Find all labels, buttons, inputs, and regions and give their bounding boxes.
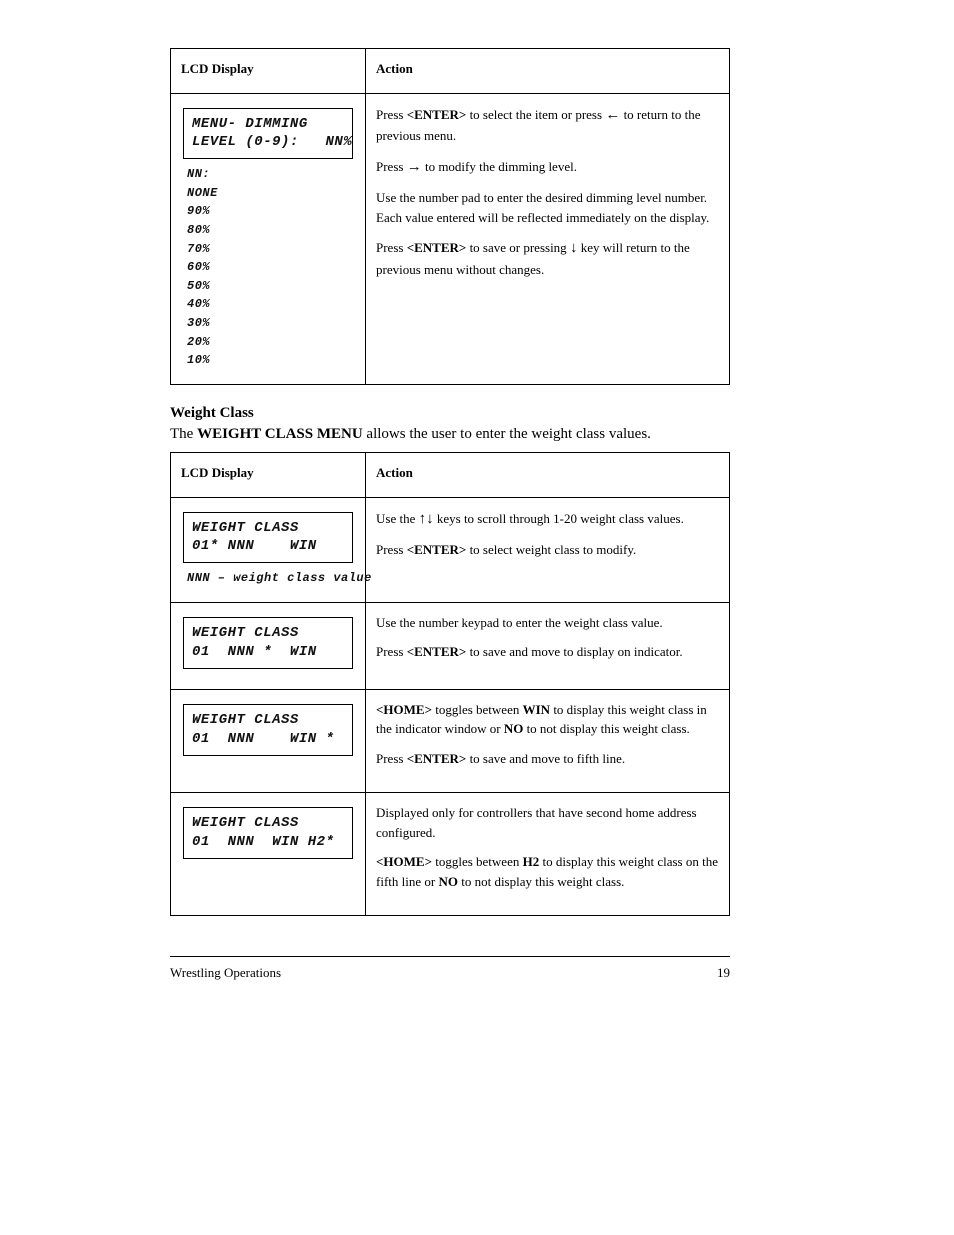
lcd-line1: WEIGHT CLASS: [192, 625, 299, 641]
lcd-sub: NN: NONE 90% 80% 70% 60% 50% 40% 30% 20%…: [187, 165, 355, 370]
lcd-display: WEIGHT CLASS 01 NNN * WIN: [183, 617, 353, 669]
table-header-row: LCD Display Action: [171, 49, 730, 94]
table-row: MENU- DIMMING LEVEL (0-9): NN% NN: NONE …: [171, 93, 730, 384]
table-row: WEIGHT CLASS 01 NNN * WIN Use the number…: [171, 602, 730, 689]
lcd-display: MENU- DIMMING LEVEL (0-9): NN%: [183, 108, 353, 160]
footer-rule: [170, 956, 730, 957]
col-header-lcd: LCD Display: [171, 49, 366, 94]
cell-action: Use the number keypad to enter the weigh…: [366, 602, 730, 689]
table-row: WEIGHT CLASS 01 NNN WIN * <HOME> toggles…: [171, 689, 730, 793]
text-fragment: allows the user to enter the weight clas…: [363, 426, 651, 442]
table-row: WEIGHT CLASS 01* NNN WIN NNN – weight cl…: [171, 497, 730, 602]
cell-action: Use the ↑↓ keys to scroll through 1-20 w…: [366, 497, 730, 602]
lcd-sub: NNN – weight class value: [187, 569, 355, 588]
cell-lcd: WEIGHT CLASS 01 NNN * WIN: [171, 602, 366, 689]
table-row: WEIGHT CLASS 01 NNN WIN H2* Displayed on…: [171, 793, 730, 916]
weight-class-heading: Weight Class: [170, 405, 730, 422]
cell-lcd: WEIGHT CLASS 01* NNN WIN NNN – weight cl…: [171, 497, 366, 602]
lcd-line2: 01* NNN WIN: [192, 538, 317, 554]
lcd-line1: WEIGHT CLASS: [192, 520, 299, 536]
lcd-line2: 01 NNN * WIN: [192, 644, 317, 660]
lcd-line2: LEVEL (0-9): NN%: [192, 134, 352, 150]
lcd-display: WEIGHT CLASS 01 NNN WIN *: [183, 704, 353, 756]
lcd-line2: 01 NNN WIN *: [192, 731, 334, 747]
lcd-line2: 01 NNN WIN H2*: [192, 834, 334, 850]
weight-class-paragraph: The WEIGHT CLASS MENU allows the user to…: [170, 424, 730, 444]
cell-lcd: WEIGHT CLASS 01 NNN WIN *: [171, 689, 366, 793]
page-footer: Wrestling Operations 19: [170, 965, 730, 981]
lcd-line1: WEIGHT CLASS: [192, 712, 299, 728]
weight-class-table: LCD Display Action WEIGHT CLASS 01* NNN …: [170, 452, 730, 916]
cell-action: <HOME> toggles between WIN to display th…: [366, 689, 730, 793]
lcd-display: WEIGHT CLASS 01* NNN WIN: [183, 512, 353, 564]
col-header-lcd: LCD Display: [171, 453, 366, 498]
col-header-action: Action: [366, 49, 730, 94]
footer-left: Wrestling Operations: [170, 965, 281, 981]
col-header-action: Action: [366, 453, 730, 498]
cell-action: Displayed only for controllers that have…: [366, 793, 730, 916]
weight-class-menu-smallcaps: WEIGHT CLASS MENU: [197, 426, 363, 442]
footer-page-number: 19: [717, 965, 730, 981]
text-fragment: The: [170, 426, 197, 442]
dimming-table: LCD Display Action MENU- DIMMING LEVEL (…: [170, 48, 730, 385]
cell-lcd: MENU- DIMMING LEVEL (0-9): NN% NN: NONE …: [171, 93, 366, 384]
lcd-line1: WEIGHT CLASS: [192, 815, 299, 831]
lcd-display: WEIGHT CLASS 01 NNN WIN H2*: [183, 807, 353, 859]
lcd-line1: MENU- DIMMING: [192, 116, 308, 132]
cell-lcd: WEIGHT CLASS 01 NNN WIN H2*: [171, 793, 366, 916]
table-header-row: LCD Display Action: [171, 453, 730, 498]
cell-action: Press <ENTER> to select the item or pres…: [366, 93, 730, 384]
